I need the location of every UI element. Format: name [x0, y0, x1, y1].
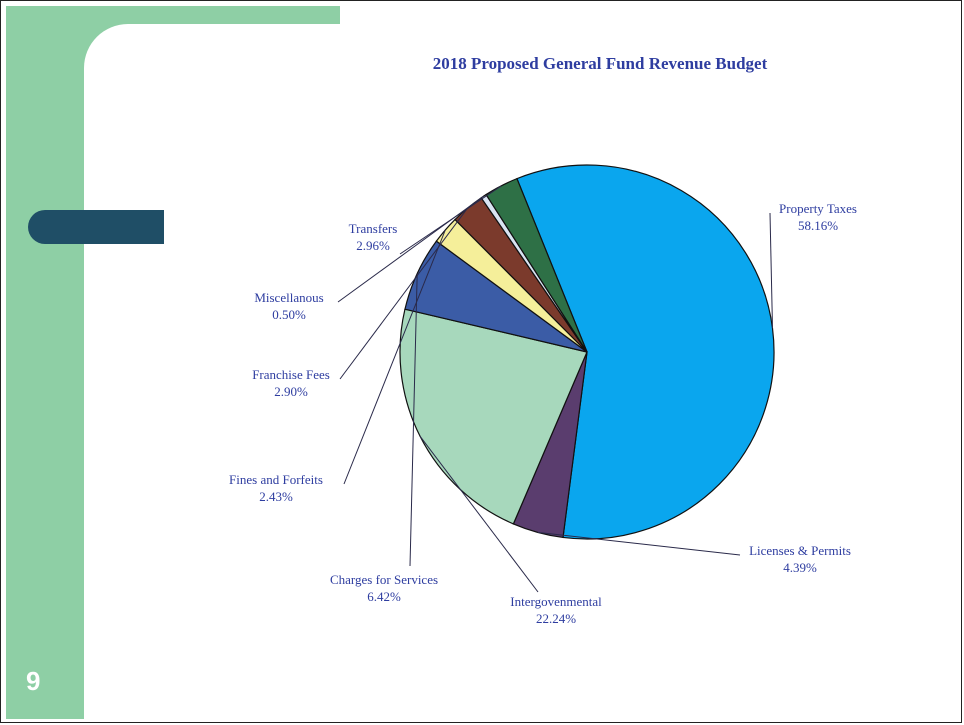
decorative-tab	[28, 210, 164, 244]
slice-label-franchise-fees: Franchise Fees	[252, 367, 330, 382]
leader-line-charges-for-services	[409, 273, 418, 567]
slice-label-miscellanous: Miscellanous	[254, 290, 323, 305]
slice-label-licenses-permits: Licenses & Permits	[749, 543, 851, 558]
slice-label-transfers: Transfers	[349, 221, 398, 236]
content-panel-top	[164, 24, 958, 84]
slice-label-intergovenmental: Intergovenmental	[510, 594, 602, 609]
green-top-bar	[6, 6, 340, 24]
slice-percent-fines-and-forfeits: 2.43%	[259, 489, 293, 504]
leader-line-transfers	[399, 185, 502, 255]
green-sidebar	[6, 6, 84, 719]
page-number: 9	[26, 666, 41, 696]
slice-percent-charges-for-services: 6.42%	[367, 589, 401, 604]
leader-line-licenses-permits	[537, 531, 741, 556]
leader-line-intergovenmental	[419, 435, 539, 593]
slice-percent-licenses-permits: 4.39%	[783, 560, 817, 575]
leader-line-franchise-fees	[339, 207, 469, 380]
slice-label-property-taxes: Property Taxes	[779, 201, 857, 216]
leader-line-property-taxes	[769, 212, 773, 329]
pie-slice-intergovenmental	[399, 308, 588, 525]
pie-slice-property-taxes	[516, 164, 775, 540]
slice-label-fines-and-forfeits: Fines and Forfeits	[229, 472, 323, 487]
slice-percent-franchise-fees: 2.90%	[274, 384, 308, 399]
slice-percent-miscellanous: 0.50%	[272, 307, 306, 322]
slice-label-charges-for-services: Charges for Services	[330, 572, 438, 587]
leader-line-fines-and-forfeits	[343, 229, 446, 485]
chart-title: 2018 Proposed General Fund Revenue Budge…	[432, 54, 768, 73]
slice-percent-intergovenmental: 22.24%	[536, 611, 576, 626]
slice-percent-transfers: 2.96%	[356, 238, 390, 253]
slice-percent-property-taxes: 58.16%	[798, 218, 838, 233]
